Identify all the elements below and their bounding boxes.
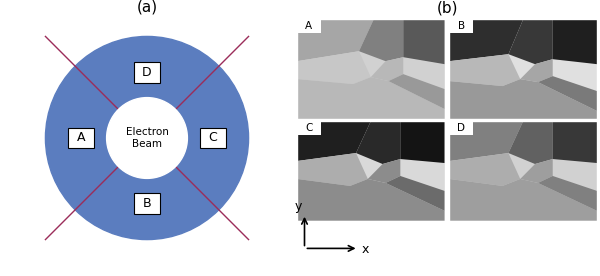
- FancyBboxPatch shape: [297, 121, 320, 135]
- Text: C: C: [208, 131, 217, 145]
- Polygon shape: [449, 79, 597, 119]
- Bar: [200, 128, 226, 148]
- Polygon shape: [359, 19, 403, 61]
- Text: y: y: [295, 200, 302, 213]
- Polygon shape: [449, 153, 520, 186]
- Text: A: A: [305, 21, 313, 31]
- Polygon shape: [297, 121, 371, 161]
- Circle shape: [46, 36, 248, 240]
- FancyBboxPatch shape: [449, 19, 473, 33]
- Text: D: D: [142, 66, 152, 79]
- Bar: [134, 193, 160, 214]
- Bar: [134, 62, 160, 83]
- Polygon shape: [538, 76, 597, 111]
- Polygon shape: [403, 19, 445, 64]
- Polygon shape: [371, 57, 403, 81]
- Polygon shape: [297, 77, 445, 119]
- Polygon shape: [449, 54, 520, 86]
- Polygon shape: [368, 159, 400, 183]
- Polygon shape: [508, 19, 553, 64]
- Circle shape: [107, 98, 187, 178]
- Text: D: D: [457, 123, 465, 133]
- Text: Electron: Electron: [125, 126, 169, 137]
- Polygon shape: [520, 59, 553, 82]
- FancyBboxPatch shape: [297, 19, 320, 33]
- Text: Beam: Beam: [132, 139, 162, 150]
- Text: C: C: [305, 123, 313, 133]
- Polygon shape: [297, 19, 374, 61]
- Polygon shape: [553, 121, 597, 163]
- Text: A: A: [77, 131, 85, 145]
- Polygon shape: [449, 121, 523, 161]
- Polygon shape: [400, 121, 445, 163]
- Polygon shape: [508, 121, 553, 164]
- Polygon shape: [538, 176, 597, 211]
- Bar: [68, 128, 94, 148]
- Polygon shape: [297, 153, 368, 186]
- Text: B: B: [458, 21, 465, 31]
- Polygon shape: [297, 179, 445, 221]
- Text: (b): (b): [436, 1, 458, 16]
- Polygon shape: [449, 19, 523, 61]
- Text: x: x: [361, 243, 368, 256]
- FancyBboxPatch shape: [449, 121, 473, 135]
- Polygon shape: [389, 74, 445, 109]
- Polygon shape: [553, 19, 597, 64]
- Polygon shape: [356, 121, 400, 164]
- Polygon shape: [386, 176, 445, 211]
- Polygon shape: [297, 51, 371, 84]
- Text: (a): (a): [136, 0, 158, 15]
- Text: B: B: [143, 197, 151, 210]
- Polygon shape: [449, 179, 597, 221]
- Polygon shape: [520, 159, 553, 183]
